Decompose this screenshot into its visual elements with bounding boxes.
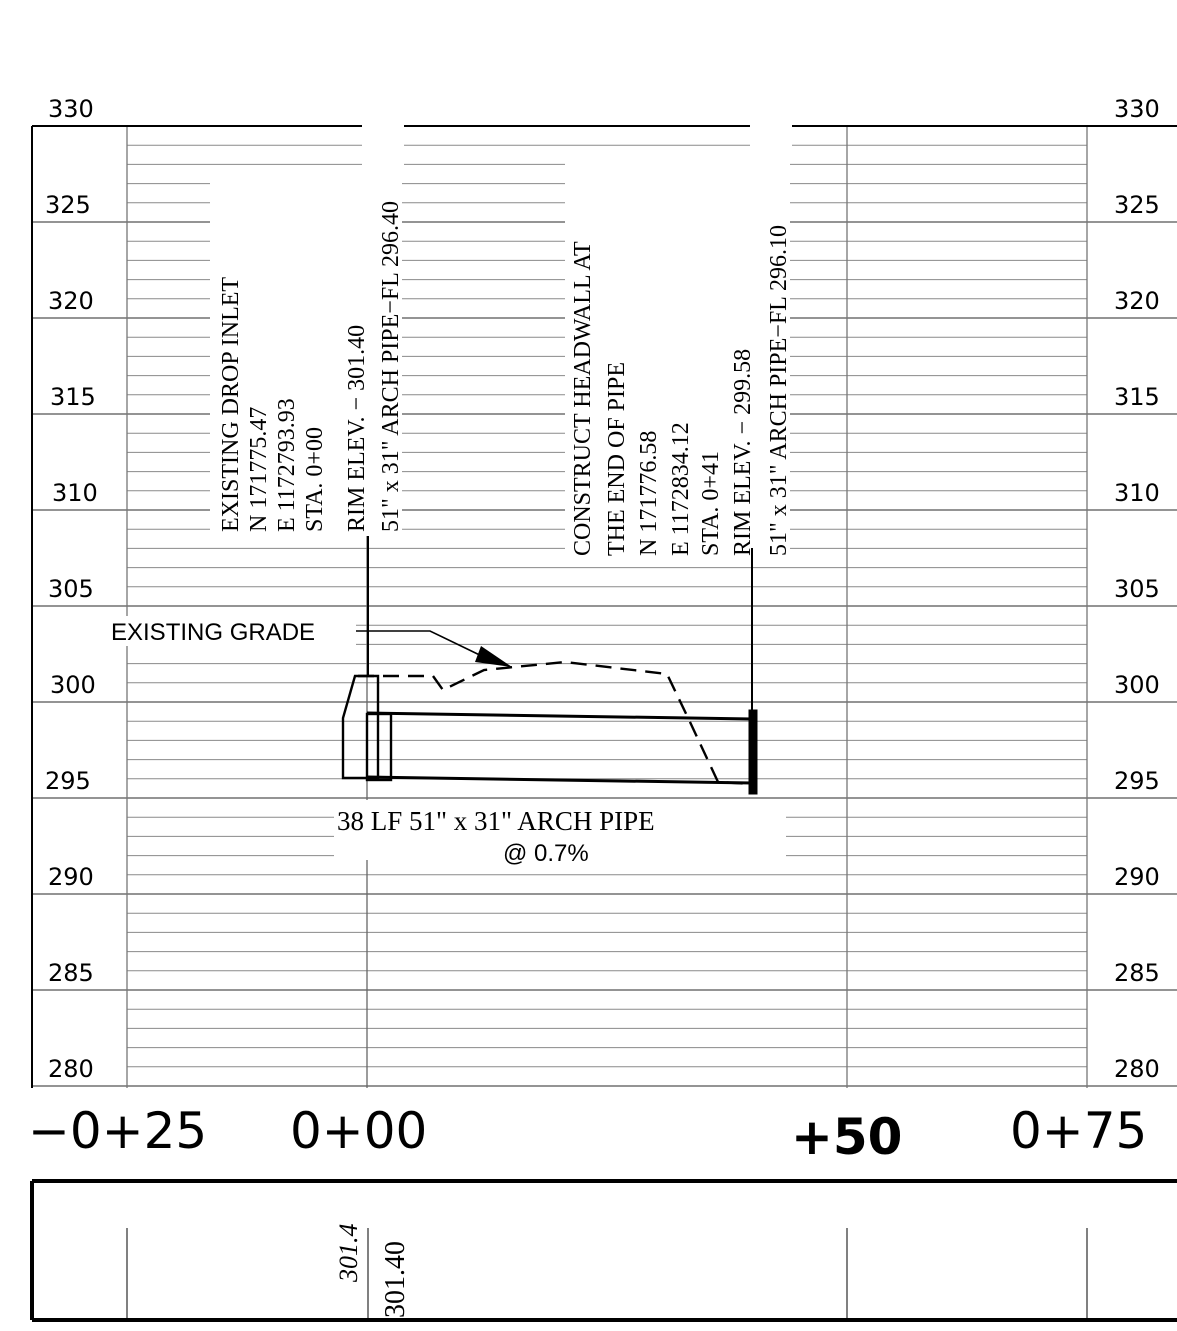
headwall-callout-line-5: STA. 0+41	[698, 451, 724, 556]
existing-grade-leader	[356, 630, 491, 661]
elev-label-325-right: 325	[1114, 191, 1160, 219]
elev-label-330-left: 330	[48, 95, 94, 123]
headwall-callout-line-2: THE END OF PIPE	[604, 362, 630, 556]
headwall-callout-line-6: RIM ELEV. − 299.58	[730, 349, 756, 556]
elev-label-290-right: 290	[1114, 863, 1160, 891]
inlet-callout-line-6: 51" x 31" ARCH PIPE−FL 296.40	[378, 201, 404, 532]
elevation-labels-left: 330 325 320 315 310 305 300 295 290 285 …	[45, 95, 98, 1083]
elev-label-320-right: 320	[1114, 287, 1160, 315]
elev-label-310-left: 310	[52, 479, 98, 507]
headwall	[748, 709, 758, 795]
headwall-callout-line-1: CONSTRUCT HEADWALL AT	[570, 241, 596, 556]
station-labels: −0+25 0+00 +50 0+75	[28, 1102, 1147, 1166]
existing-elevation-value: 301.4	[334, 1224, 363, 1284]
elev-label-305-left: 305	[48, 575, 94, 603]
data-strip: 301.4 301.40	[30, 1179, 1177, 1322]
pipe-label-line-1: 38 LF 51" x 31" ARCH PIPE	[337, 806, 655, 836]
elev-label-315-left: 315	[50, 383, 96, 411]
inlet-callout-line-3: E 1172793.93	[274, 398, 300, 532]
elev-label-285-left: 285	[48, 959, 94, 987]
existing-grade-arrowhead	[475, 646, 512, 667]
elev-label-300-left: 300	[50, 671, 96, 699]
inlet-callout-line-1: EXISTING DROP INLET	[218, 277, 244, 532]
station-label-plus75: 0+75	[1010, 1102, 1147, 1160]
proposed-elevation-value: 301.40	[380, 1241, 411, 1318]
pipe-label-line-2: @ 0.7%	[503, 840, 589, 867]
existing-grade-line	[358, 660, 753, 786]
elev-label-280-right: 280	[1114, 1055, 1160, 1083]
headwall-callout-line-3: N 171776.58	[636, 431, 662, 556]
headwall-callout-line-4: E 1172834.12	[668, 422, 694, 556]
headwall-callout: CONSTRUCT HEADWALL AT THE END OF PIPE N …	[570, 225, 792, 556]
station-lines	[126, 126, 1088, 1088]
elev-label-290-left: 290	[48, 863, 94, 891]
elev-label-330-right: 330	[1114, 95, 1160, 123]
elev-label-285-right: 285	[1114, 959, 1160, 987]
elev-label-305-right: 305	[1114, 575, 1160, 603]
elev-label-295-left: 295	[45, 767, 91, 795]
elev-label-315-right: 315	[1114, 383, 1160, 411]
inlet-callout: EXISTING DROP INLET N 171775.47 E 117279…	[218, 201, 404, 532]
elev-label-320-left: 320	[48, 287, 94, 315]
station-label-plus50: +50	[791, 1108, 902, 1166]
arch-pipe	[366, 711, 753, 785]
elev-label-295-right: 295	[1114, 767, 1160, 795]
station-label-zero: 0+00	[290, 1102, 427, 1160]
elevation-labels-right: 330 325 320 315 310 305 300 295 290 285 …	[1114, 95, 1160, 1083]
elev-label-325-left: 325	[45, 191, 91, 219]
station-label-minus25: −0+25	[28, 1102, 207, 1160]
headwall-callout-line-7: 51" x 31" ARCH PIPE−FL 296.10	[766, 225, 792, 556]
inlet-callout-line-5: RIM ELEV. − 301.40	[344, 325, 370, 532]
existing-grade-label: EXISTING GRADE	[111, 619, 315, 646]
inlet-callout-line-4: STA. 0+00	[302, 427, 328, 532]
profile-frame	[31, 125, 1177, 1088]
inlet-callout-line-2: N 171775.47	[246, 407, 272, 532]
elev-label-280-left: 280	[48, 1055, 94, 1083]
elev-label-300-right: 300	[1114, 671, 1160, 699]
elev-label-310-right: 310	[1114, 479, 1160, 507]
text-masks	[40, 0, 1177, 1080]
